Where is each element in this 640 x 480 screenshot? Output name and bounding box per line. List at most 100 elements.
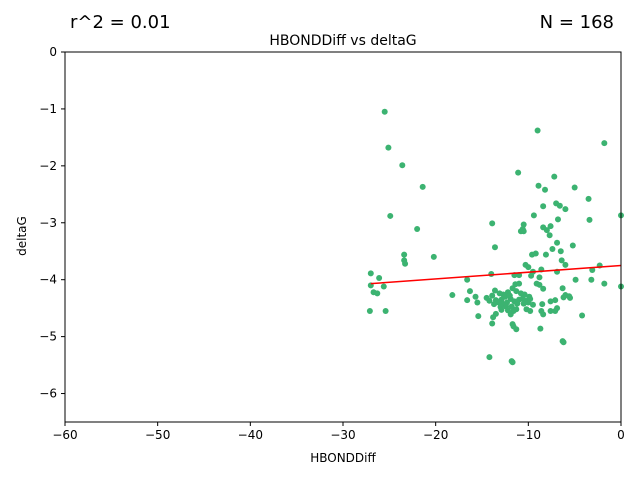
data-point [520,228,527,235]
plot-frame [64,51,622,423]
x-tick-label: −20 [423,428,448,442]
data-point [537,325,544,332]
data-point [540,311,547,318]
data-point [579,312,586,319]
x-tick-label: −30 [330,428,355,442]
data-point [539,301,546,308]
data-point [367,270,374,277]
r-squared-label: r^2 = 0.01 [70,12,171,33]
data-point [449,292,456,299]
chart-title: HBONDDiff vs deltaG [269,33,416,49]
x-tick-label: −40 [238,428,263,442]
data-point [530,212,537,219]
data-point [381,108,388,115]
x-tick-label: −60 [52,428,77,442]
data-point [552,297,559,304]
data-point [540,285,547,292]
fit-line [370,264,622,285]
y-tick-label: 0 [49,45,57,59]
data-point [513,306,520,313]
data-point [601,140,608,147]
data-point [540,203,547,210]
data-point [491,301,498,308]
data-point [509,359,516,366]
data-point [567,294,574,301]
data-point [588,276,595,283]
data-point [556,202,563,209]
data-point [495,299,502,306]
data-point [601,280,608,287]
data-point [560,294,567,301]
x-axis-label: HBONDDiff [310,451,376,465]
data-point [586,216,593,223]
data-point [496,290,503,297]
data-point [489,292,496,299]
data-point [546,232,553,239]
data-point [559,285,566,292]
data-point [572,276,579,283]
data-point [542,251,549,258]
data-point [491,244,498,251]
data-point [527,308,534,314]
data-point [529,301,536,308]
data-point [472,293,479,300]
data-point [382,308,389,314]
data-point [520,221,527,228]
data-point [507,311,514,318]
data-point [486,354,493,361]
data-point [560,339,567,346]
y-tick-label: −5 [39,330,57,344]
data-point [571,184,578,191]
data-point [589,267,596,274]
data-point [562,206,569,213]
data-point [466,288,473,295]
data-point [534,127,541,134]
data-point [399,162,406,169]
data-point [527,296,534,303]
fit-line-layer [370,264,622,285]
data-point [536,274,543,281]
data-point [549,245,556,252]
data-point [489,320,496,327]
data-point [536,281,543,288]
data-point [547,298,554,305]
data-point [515,169,522,176]
x-axis-ticks: −60 −50 −40 −30 −20 −10 0 [52,422,625,442]
data-point [401,251,408,258]
data-point [547,308,554,314]
data-point [385,144,392,151]
data-point [569,242,576,249]
y-tick-label: −1 [39,102,57,116]
data-point [508,303,515,310]
data-point [374,290,381,297]
data-point [513,326,520,333]
y-tick-label: −6 [39,387,57,401]
data-point [554,216,561,223]
y-axis-label: deltaG [15,216,29,256]
data-point [474,299,481,306]
data-point [387,212,394,219]
data-point [430,253,437,260]
data-point [557,248,564,255]
data-point [486,297,493,304]
data-point [402,260,409,267]
data-points [366,108,624,366]
x-tick-label: −50 [145,428,170,442]
data-point [520,300,527,307]
data-point [513,288,520,295]
y-tick-label: −4 [39,273,57,287]
data-point [489,220,496,227]
data-point [380,283,387,290]
x-tick-label: 0 [617,428,625,442]
data-point [528,272,535,279]
data-point [535,182,542,189]
data-point [414,226,421,233]
data-point [516,280,523,287]
data-point [542,186,549,193]
sample-count-label: N = 168 [539,12,614,33]
data-point [490,314,497,321]
data-point [525,264,532,271]
data-point [554,239,561,246]
x-tick-label: −10 [516,428,541,442]
data-point [552,308,559,314]
